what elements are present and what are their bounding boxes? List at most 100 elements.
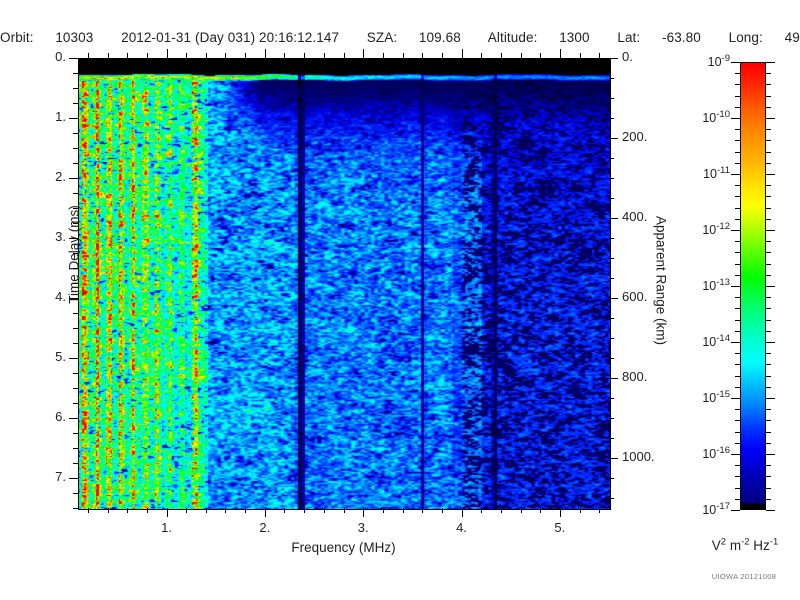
x-tick-minor-top [127, 53, 128, 58]
colorbar-tick-minor-left [735, 476, 740, 477]
x-tick-minor-top [383, 53, 384, 58]
colorbar-unit-label: V2 m-2 Hz-1 [690, 536, 800, 553]
orbit-label: Orbit: [0, 30, 34, 45]
x-tick-minor [206, 508, 207, 513]
colorbar-tick-minor-left [735, 129, 740, 130]
x-tick-minor-top [88, 53, 89, 58]
y-tick-minor-left [73, 448, 78, 449]
colorbar-tick-minor-left [735, 387, 740, 388]
colorbar-tick-minor-left [735, 107, 740, 108]
colorbar-tick-minor-left [735, 219, 740, 220]
x-tick-minor [501, 508, 502, 513]
colorbar-tick-major-right [766, 118, 775, 119]
colorbar-tick-minor-right [766, 208, 771, 209]
x-tick-minor-top [225, 53, 226, 58]
y-tick-major-right [609, 58, 618, 59]
colorbar-tick-minor-left [735, 185, 740, 186]
colorbar-tick-minor-left [735, 241, 740, 242]
x-tick-major [167, 508, 168, 517]
y-axis-title-right: Apparent Range (km) [653, 215, 669, 346]
colorbar-tick-major-left [731, 118, 740, 119]
colorbar-tick-minor-left [735, 320, 740, 321]
colorbar-tick-label: 10-11 [703, 165, 730, 182]
x-tick-label: 2. [259, 520, 271, 535]
x-tick-minor [481, 508, 482, 513]
colorbar-tick-label: 10-10 [702, 109, 730, 126]
y-tick-minor-left [73, 163, 78, 164]
colorbar-tick-major-right [766, 62, 775, 63]
x-tick-major [265, 508, 266, 517]
colorbar-tick-minor-right [766, 297, 771, 298]
y-tick-minor-right [609, 338, 614, 339]
colorbar-tick-minor-left [735, 297, 740, 298]
colorbar-tick-major-right [766, 398, 775, 399]
longitude-value: 49.83 [784, 30, 800, 45]
y-tick-minor-left [73, 403, 78, 404]
colorbar-tick-minor-right [766, 353, 771, 354]
y-tick-major-left [69, 178, 78, 179]
y-tick-minor-right [609, 78, 614, 79]
colorbar-unit-text: V2 m-2 Hz-1 [711, 536, 779, 553]
y-tick-minor-right [609, 498, 614, 499]
y-tick-label-left: 0. [55, 49, 66, 64]
y-axis-title-left: Time Delay (ms) [66, 205, 82, 304]
colorbar-tick-major-right [766, 454, 775, 455]
colorbar-tick-minor-left [735, 152, 740, 153]
spectrogram-heatmap [79, 59, 610, 509]
colorbar-tick-major-left [731, 286, 740, 287]
y-tick-minor-left [73, 133, 78, 134]
colorbar-tick-minor-right [766, 432, 771, 433]
colorbar-tick-major-right [766, 342, 775, 343]
colorbar-tick-minor-right [766, 308, 771, 309]
x-tick-minor-top [501, 53, 502, 58]
x-tick-label: 4. [456, 520, 467, 535]
x-tick-minor-top [521, 53, 522, 58]
colorbar-tick-label: 10-13 [702, 277, 730, 294]
x-tick-minor-top [442, 53, 443, 58]
y-tick-major-right [609, 298, 618, 299]
y-tick-label-left: 3. [55, 229, 66, 244]
colorbar-tick-label: 10-12 [702, 221, 730, 238]
y-tick-minor-left [73, 268, 78, 269]
colorbar-tick-minor-right [766, 163, 771, 164]
colorbar-tick-label: 10-17 [702, 501, 730, 518]
y-tick-minor-right [609, 198, 614, 199]
x-tick-minor-top [304, 53, 305, 58]
colorbar-tick-minor-right [766, 488, 771, 489]
latitude-label: Lat: [617, 30, 641, 45]
altitude-value: 1300 [559, 30, 590, 45]
y-tick-minor-left [73, 313, 78, 314]
colorbar-tick-minor-right [766, 331, 771, 332]
colorbar-tick-major-left [731, 230, 740, 231]
colorbar-tick-minor-left [735, 264, 740, 265]
longitude-label: Long: [728, 30, 763, 45]
colorbar-tick-major-right [766, 174, 775, 175]
y-tick-major-right [609, 138, 618, 139]
x-tick-minor [284, 508, 285, 513]
colorbar-tick-minor-left [735, 465, 740, 466]
x-tick-minor [127, 508, 128, 513]
colorbar-tick-minor-right [766, 443, 771, 444]
x-tick-minor-top [324, 53, 325, 58]
y-tick-minor-right [609, 398, 614, 399]
colorbar-tick-minor-right [766, 107, 771, 108]
colorbar-tick-label: 10-16 [702, 445, 730, 462]
figure-header: Orbit: 10303 2012-01-31 (Day 031) 20:16:… [0, 30, 800, 45]
colorbar-tick-minor-left [735, 409, 740, 410]
sza-label: SZA: [366, 30, 398, 45]
colorbar-tick-minor-right [766, 84, 771, 85]
colorbar-tick-minor-right [766, 364, 771, 365]
colorbar-tick-major-left [731, 510, 740, 511]
y-tick-minor-right [609, 278, 614, 279]
colorbar-tick-minor-left [735, 432, 740, 433]
colorbar-tick-minor-right [766, 387, 771, 388]
y-tick-label-right: 0. [622, 49, 633, 64]
colorbar-tick-minor-right [766, 129, 771, 130]
x-tick-minor [344, 508, 345, 513]
y-tick-minor-left [73, 463, 78, 464]
y-tick-label-left: 7. [55, 469, 66, 484]
x-tick-major-top [265, 49, 266, 58]
x-tick-minor-top [540, 53, 541, 58]
x-tick-minor-top [481, 53, 482, 58]
x-tick-minor-top [186, 53, 187, 58]
